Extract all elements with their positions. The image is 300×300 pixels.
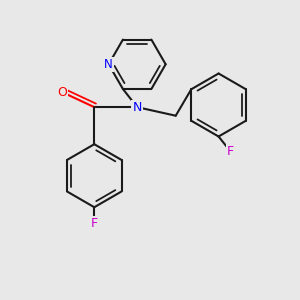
Text: N: N bbox=[133, 100, 142, 114]
Text: N: N bbox=[104, 58, 113, 71]
Text: O: O bbox=[57, 85, 67, 99]
Text: F: F bbox=[227, 145, 234, 158]
Text: F: F bbox=[91, 217, 98, 230]
